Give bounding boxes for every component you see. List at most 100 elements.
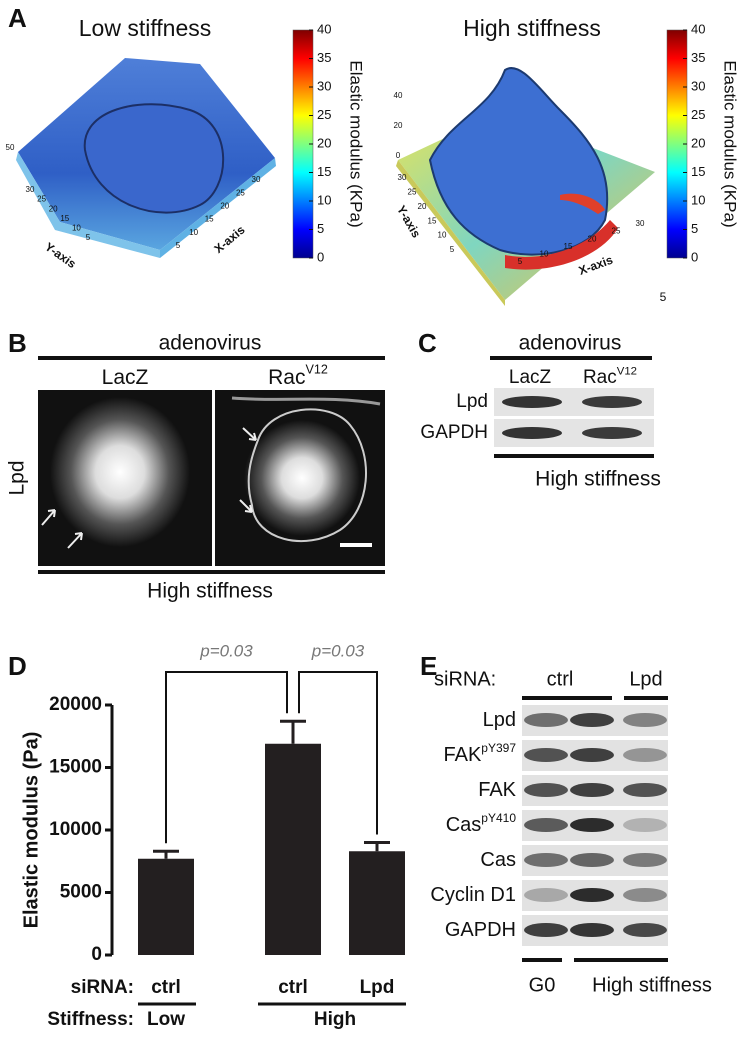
- row-label-base: FAK: [478, 779, 516, 801]
- x-tick-label: ctrl: [278, 977, 308, 998]
- bar: [349, 851, 405, 955]
- blot-band: [524, 853, 568, 867]
- blot-band: [502, 427, 562, 439]
- column-label-base: LacZ: [102, 366, 149, 389]
- row-label: Cas: [480, 849, 516, 871]
- surface-low: [16, 58, 276, 258]
- y-tick-label: 30: [26, 185, 35, 194]
- colorbar-tick-label: 20: [691, 135, 705, 150]
- y-tick-label: 20: [418, 202, 427, 211]
- header-group: ctrl: [547, 668, 574, 690]
- y-tick-label: 20: [49, 204, 58, 213]
- row-label-base: Cas: [480, 849, 516, 871]
- row-label-sup: pY397: [481, 741, 516, 755]
- blot-band: [570, 818, 614, 832]
- blot-band: [570, 748, 614, 762]
- x-tick-label: 25: [612, 227, 621, 236]
- row-label-base: Cas: [446, 814, 482, 836]
- y-tick-label: 15: [428, 216, 437, 225]
- z-tick-label: 20: [394, 121, 403, 130]
- footer-group: High stiffness: [592, 974, 712, 996]
- row-label-sup: pY410: [481, 811, 516, 825]
- y-tick-label: 30: [398, 173, 407, 182]
- column-label-sup: V12: [617, 365, 637, 377]
- row-label-base: GAPDH: [445, 919, 516, 941]
- blot-band: [570, 713, 614, 727]
- header: adenovirus: [519, 332, 622, 355]
- y-tick-label: 15: [60, 214, 69, 223]
- footer: High stiffness: [147, 580, 273, 603]
- z-tick-label: 40: [394, 91, 403, 100]
- error-bar: [153, 849, 179, 859]
- x-tick-label: Lpd: [360, 977, 395, 998]
- blot-band: [524, 923, 568, 937]
- x-tick-label: 20: [588, 234, 597, 243]
- column-label: RacV12: [268, 363, 328, 389]
- blot-band: [524, 818, 568, 832]
- x-tick-label: ctrl: [151, 977, 181, 998]
- row-label: Lpd: [6, 460, 29, 495]
- column-label: LacZ: [509, 367, 552, 388]
- bar: [265, 743, 321, 955]
- y-tick-label: 5000: [60, 882, 102, 903]
- colorbar-tick-label: 35: [691, 50, 705, 65]
- x-tick-label: 5: [176, 241, 181, 250]
- row-label: Lpd: [483, 709, 516, 731]
- blot-band: [623, 923, 667, 937]
- colorbar-tick-label: 5: [691, 221, 698, 236]
- y-tick-label: 25: [408, 188, 417, 197]
- y-tick-label: 10: [72, 224, 81, 233]
- row-label-base: Lpd: [483, 709, 516, 731]
- row-label: Lpd: [456, 391, 488, 412]
- group-label: Low: [147, 1009, 185, 1030]
- z-tick-label: 50: [6, 143, 15, 152]
- column-label-base: Rac: [583, 367, 617, 388]
- blot-band: [623, 888, 667, 902]
- x-tick-label: 20: [220, 202, 229, 211]
- group-row-label: Stiffness:: [47, 1009, 134, 1030]
- column-label-sup: V12: [305, 363, 327, 377]
- blot-band: [524, 713, 568, 727]
- x-tick-label: 25: [236, 188, 245, 197]
- blot-band: [570, 888, 614, 902]
- blot-band: [570, 783, 614, 797]
- colorbar-tick-label: 15: [691, 164, 705, 179]
- colorbar-tick-label: 35: [317, 50, 331, 65]
- row-label: CaspY410: [446, 811, 517, 836]
- blot-band: [623, 748, 667, 762]
- colorbar-tick-label: 40: [691, 21, 705, 36]
- blot-band: [623, 783, 667, 797]
- row-label-base: FAK: [444, 744, 482, 766]
- row-label-base: Cyclin D1: [430, 884, 516, 906]
- footer: High stiffness: [535, 468, 661, 491]
- micrographs: [38, 390, 385, 566]
- category-row-label: siRNA:: [71, 977, 134, 998]
- panel-label: D: [8, 651, 27, 681]
- y-tick-label: 5: [450, 245, 455, 254]
- error-bar: [280, 719, 306, 744]
- header: adenovirus: [159, 332, 262, 355]
- y-tick-label: 5: [86, 233, 91, 242]
- panel-label: A: [8, 3, 27, 33]
- row-label: Cyclin D1: [430, 884, 516, 906]
- colorbar-tick-label: 30: [691, 78, 705, 93]
- colorbar-tick-label: 0: [317, 249, 324, 264]
- y-tick-label: 20000: [49, 694, 102, 715]
- significance-bracket: [165, 671, 288, 844]
- significance-bracket: [298, 671, 378, 835]
- x-tick-label: 30: [252, 175, 261, 184]
- plot-title: High stiffness: [463, 15, 601, 41]
- x-tick-label: 5: [518, 257, 523, 266]
- panel-label: B: [8, 328, 27, 358]
- y-tick-label: 10: [438, 231, 447, 240]
- plot-title: Low stiffness: [79, 15, 212, 41]
- panel-label: E: [420, 651, 437, 681]
- note: 5: [660, 290, 667, 304]
- blot-band: [582, 427, 642, 439]
- column-label: LacZ: [102, 366, 149, 389]
- blot-band: [570, 853, 614, 867]
- colorbar-tick-label: 25: [691, 107, 705, 122]
- colorbar-label: Elastic modulus (KPa): [347, 60, 366, 227]
- y-tick-label: 25: [37, 195, 46, 204]
